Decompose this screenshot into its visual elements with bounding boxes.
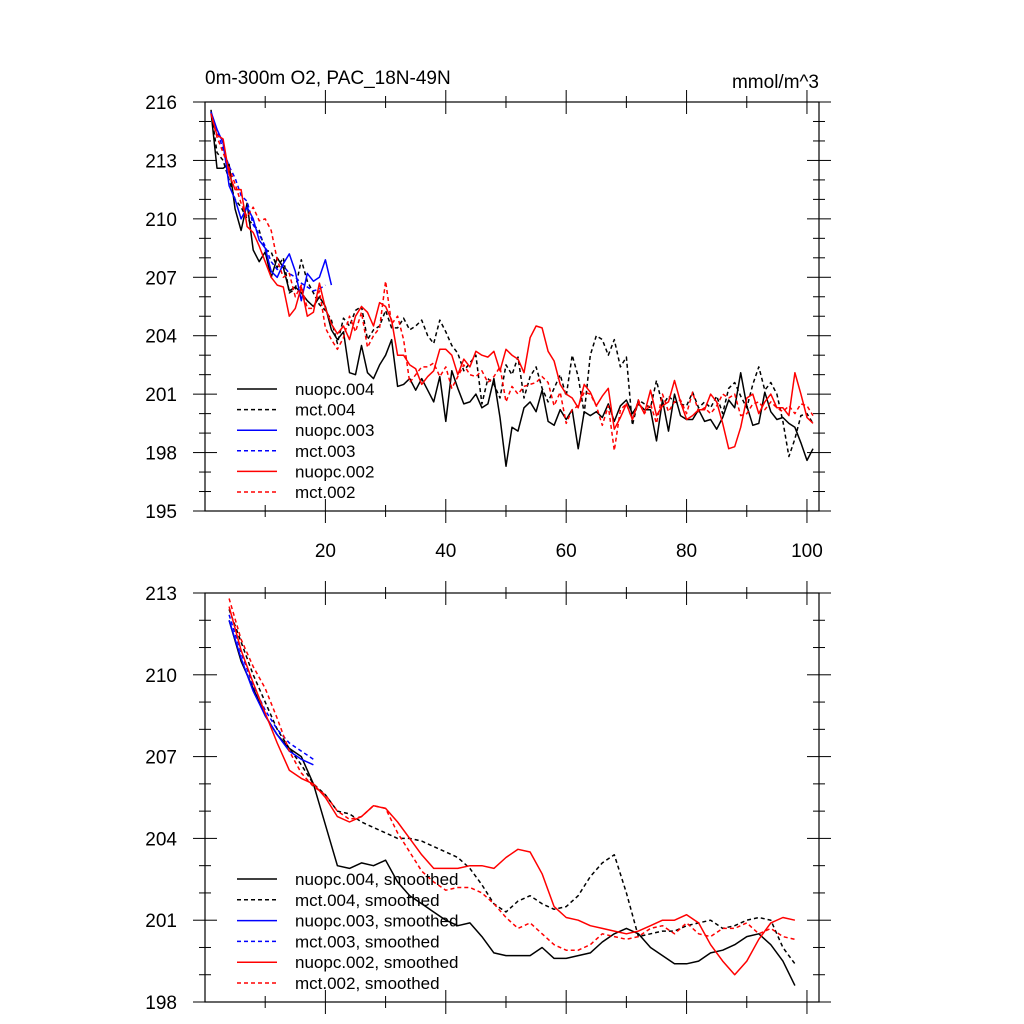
x-tick-label: 20 (315, 541, 336, 562)
y-tick-label: 207 (145, 748, 177, 769)
legend-label: nuopc.003, smoothed (295, 912, 459, 931)
bottom-panel: 198 201 204 207 210 213 nuopc.004, smoothed mct… (145, 581, 831, 1014)
series-line-nuopc-003-smoothed (228, 620, 314, 766)
x-tick-label: 80 (676, 541, 697, 562)
y-tick-label: 204 (145, 829, 177, 850)
units-label: mmol/m^3 (732, 72, 819, 93)
plot-frame-bottom (204, 592, 820, 1003)
y-tick-label: 216 (145, 93, 177, 114)
series-line-nuopc-002-smoothed (228, 606, 796, 976)
y-tick-label: 201 (145, 911, 177, 932)
series-line-mct-002 (210, 113, 814, 452)
y-tick-label: 195 (145, 502, 177, 523)
legend-label: nuopc.002, smoothed (295, 953, 459, 972)
series-line-mct-003 (210, 113, 326, 292)
y-tick-label: 213 (145, 151, 177, 172)
series-group-top (210, 109, 814, 467)
legend-label: mct.003, smoothed (295, 932, 440, 951)
legend-label: nuopc.002 (295, 462, 374, 481)
series-line-nuopc-004-smoothed (228, 620, 796, 986)
series-line-nuopc-004 (210, 111, 814, 467)
y-tick-label: 213 (145, 584, 177, 605)
series-group-bottom (228, 598, 796, 986)
y-tick-label: 198 (145, 993, 177, 1014)
y-tick-label: 204 (145, 327, 177, 348)
x-tick-label: 60 (556, 541, 577, 562)
y-tick-label: 198 (145, 444, 177, 465)
legend-label: mct.004, smoothed (295, 891, 440, 910)
legend-label: mct.003 (295, 442, 355, 461)
chart-title: 0m-300m O2, PAC_18N-49N (205, 68, 451, 89)
series-line-nuopc-003 (210, 111, 333, 302)
top-panel: 195 198 201 204 207 210 213 216 20 40 60 80 100 0m-30… (145, 68, 831, 562)
y-tick-label: 201 (145, 385, 177, 406)
series-line-mct-004-smoothed (228, 609, 796, 965)
series-line-mct-002-smoothed (228, 598, 796, 951)
y-tick-label: 210 (145, 666, 177, 687)
legend-label: mct.002 (295, 483, 355, 502)
legend-label: mct.002, smoothed (295, 974, 440, 993)
series-line-nuopc-002 (210, 113, 814, 450)
x-tick-label: 100 (791, 541, 823, 562)
legend-label: mct.004 (295, 401, 355, 420)
x-tick-label: 40 (435, 541, 456, 562)
legend-label: nuopc.004, smoothed (295, 870, 459, 889)
plot-frame-top (204, 101, 820, 512)
series-line-mct-004 (210, 109, 814, 458)
legend-label: nuopc.004 (295, 380, 374, 399)
y-tick-label: 207 (145, 268, 177, 289)
series-line-mct-003-smoothed (228, 614, 314, 760)
y-tick-label: 210 (145, 210, 177, 231)
legend-label: nuopc.003 (295, 421, 374, 440)
